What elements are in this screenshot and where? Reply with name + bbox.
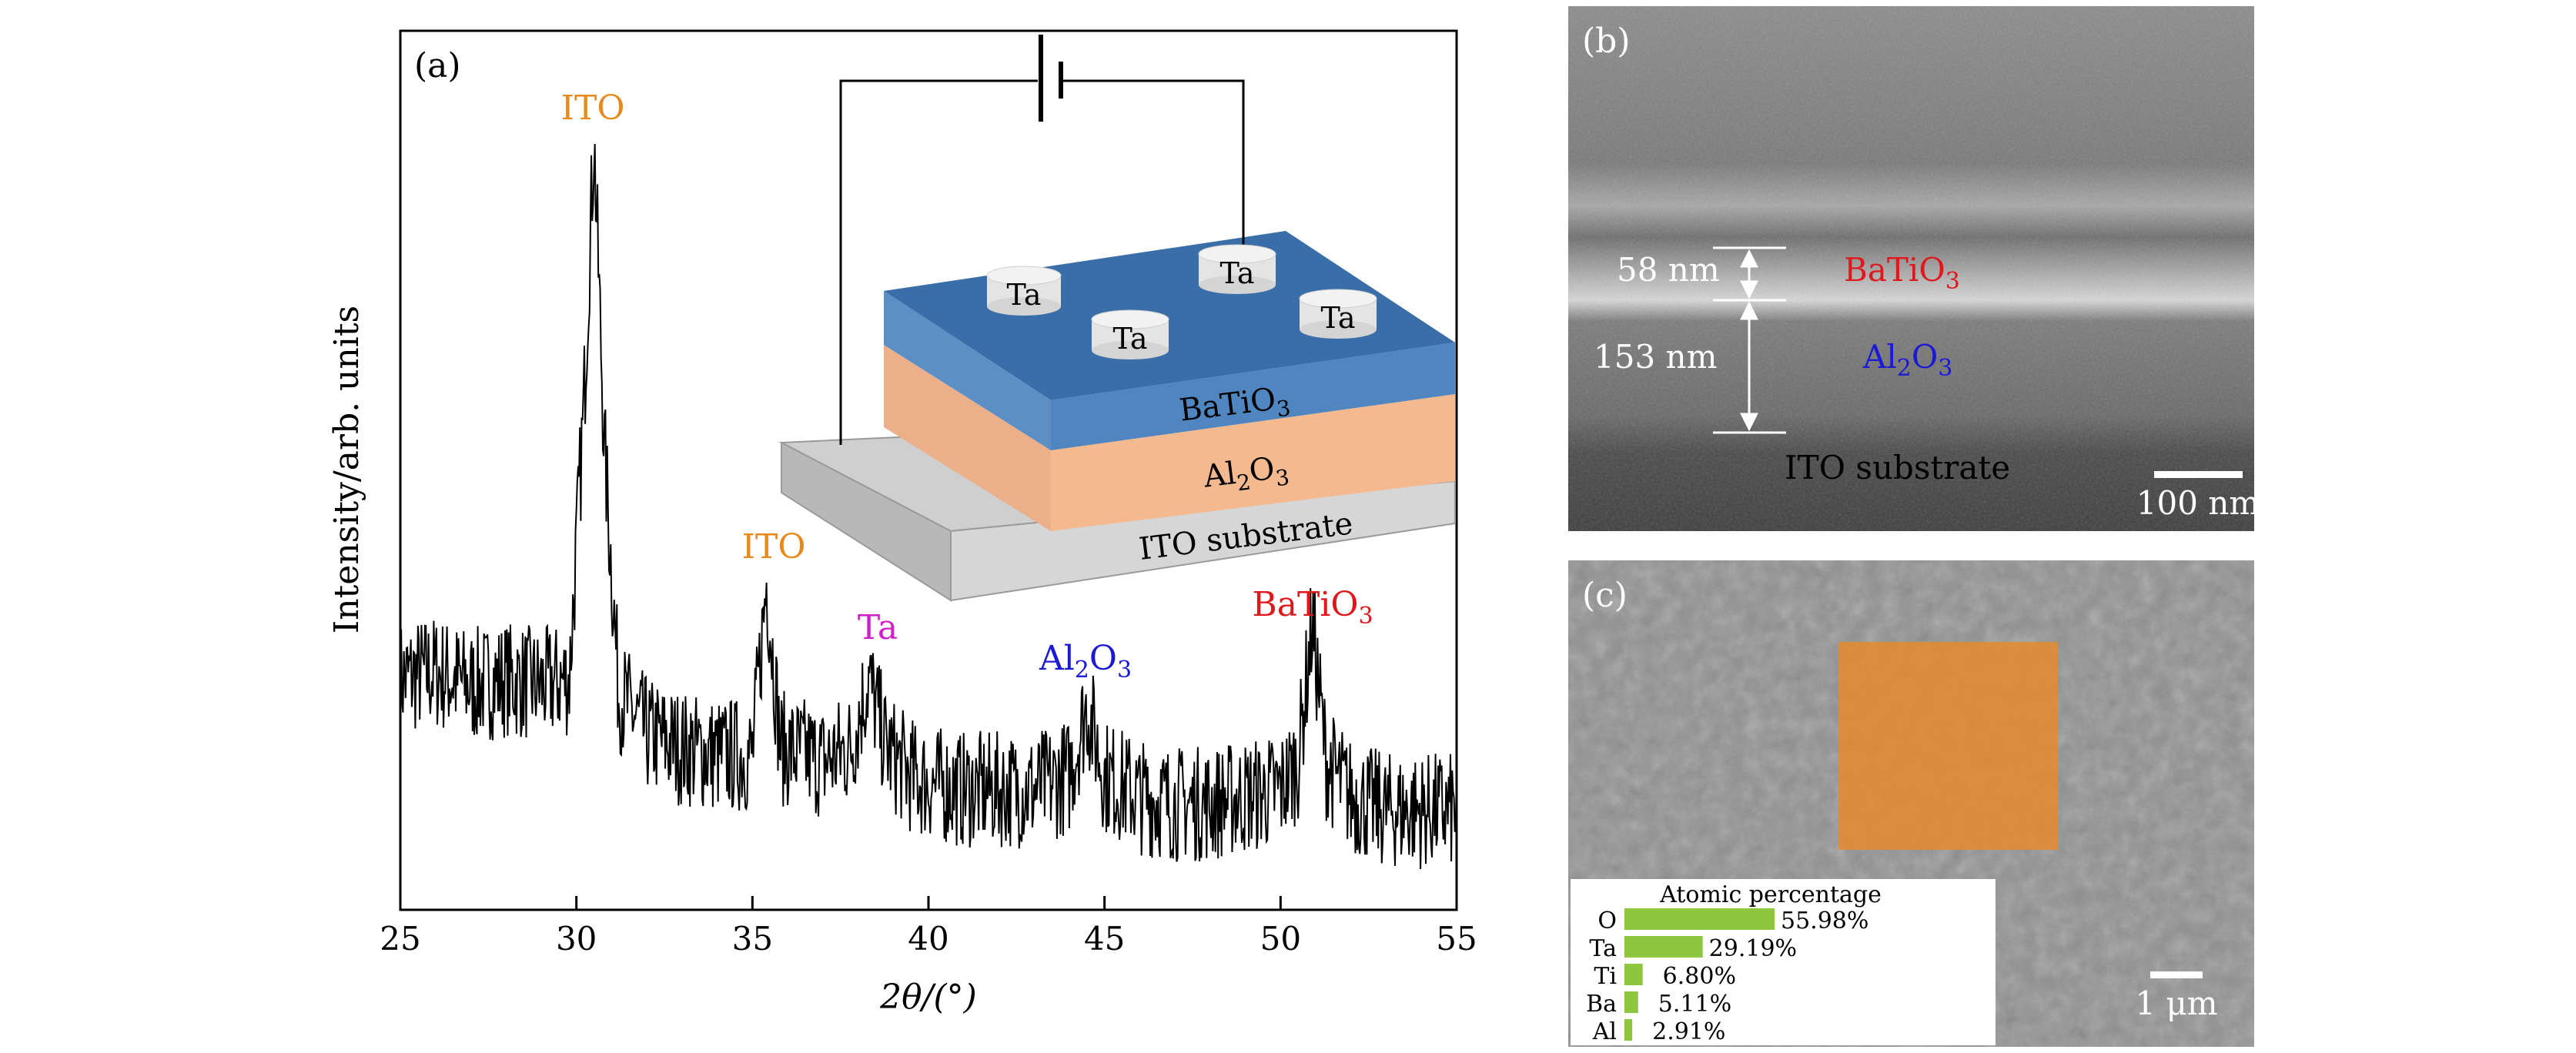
al2o3-layer-front	[1051, 394, 1455, 531]
panel-label-c: (c)	[1582, 576, 1628, 615]
atomic-percentage-title: Atomic percentage	[1659, 881, 1882, 908]
x-axis-ticks: 25 30 35 40 45 50 55	[380, 896, 1477, 958]
y-axis-label: Intensity/arb. units	[327, 306, 366, 633]
atomic-row-o: O 55.98%	[1597, 908, 1868, 934]
al2o3-layer-side	[884, 345, 1051, 531]
element-percentage: 5.11%	[1658, 991, 1731, 1018]
thickness-label-58: 58 nm	[1617, 251, 1720, 289]
element-name: O	[1597, 908, 1617, 934]
x-tick-label: 45	[1084, 920, 1125, 958]
element-percentage: 2.91%	[1652, 1018, 1725, 1045]
element-percentage: 29.19%	[1709, 935, 1797, 962]
inset-label-al2o3: Al2O3	[1201, 450, 1291, 500]
atomic-percentage-rows: O 55.98% Ta 29.19% Ti 6.80% Ba 5.11% Al 2.91%	[1586, 908, 1868, 1045]
peak-label-ta: Ta	[858, 608, 898, 647]
layer-label-al2o3: Al2O3	[1862, 338, 1952, 382]
element-bar	[1624, 964, 1643, 985]
x-tick-label: 55	[1436, 920, 1477, 958]
peak-label-ito-2: ITO	[742, 527, 806, 567]
thickness-label-153: 153 nm	[1594, 338, 1717, 376]
panel-label-a: (a)	[414, 46, 461, 85]
ta-electrode-3: Ta	[1091, 309, 1169, 359]
element-bar	[1624, 936, 1703, 958]
device-schematic-inset: Ta Ta Ta Ta BaTiO3 Al2O3	[778, 35, 1456, 602]
x-tick-label: 25	[380, 920, 420, 958]
atomic-row-ti: Ti 6.80%	[1594, 963, 1736, 990]
svg-text:Ta: Ta	[1219, 256, 1254, 290]
svg-text:Ta: Ta	[1006, 278, 1041, 312]
ta-electrode-1: Ta	[986, 266, 1062, 316]
panel-label-b: (b)	[1582, 22, 1631, 61]
element-bar	[1624, 991, 1638, 1013]
element-name: Ba	[1586, 991, 1617, 1018]
batio3-layer-front	[1051, 343, 1455, 450]
element-name: Ta	[1589, 935, 1617, 962]
x-axis-label: 2θ/(°)	[879, 978, 977, 1017]
peak-label-batio3: BaTiO3	[1252, 585, 1373, 630]
scale-bar-label-b: 100 nm	[2136, 484, 2260, 522]
atomic-row-al: Al 2.91%	[1592, 1018, 1726, 1045]
scale-bar-c	[2150, 971, 2203, 978]
x-tick-label: 40	[908, 920, 948, 958]
element-percentage: 55.98%	[1781, 908, 1868, 934]
panel-c-sem-eds: (c) Atomic percentage O 55.98% Ta 29.19% Ti 6…	[1568, 560, 2254, 1047]
peak-label-al2o3: Al2O3	[1039, 639, 1132, 684]
svg-text:Ta: Ta	[1320, 301, 1355, 335]
atomic-percentage-table	[1571, 879, 1996, 1045]
element-bar	[1624, 908, 1775, 930]
panel-b-sem-cross-section: (b) 58 nm 153 nm BaTiO3 Al2O3 ITO substr…	[1568, 6, 2260, 531]
element-percentage: 6.80%	[1663, 963, 1736, 990]
svg-text:Ta: Ta	[1112, 322, 1147, 356]
ta-electrode-2: Ta	[1198, 244, 1276, 294]
ta-electrode-4: Ta	[1299, 289, 1377, 339]
layer-label-ito-substrate: ITO substrate	[1785, 449, 2010, 486]
batio3-layer-side	[884, 291, 1051, 450]
element-name: Al	[1592, 1018, 1617, 1045]
peak-labels: ITO ITO Ta Al2O3 BaTiO3	[561, 89, 1373, 684]
ito-substrate-side	[781, 441, 952, 602]
scale-bar-b	[2154, 471, 2243, 478]
peak-label-ito-1: ITO	[561, 89, 625, 128]
x-tick-label: 50	[1260, 920, 1301, 958]
layer-label-batio3: BaTiO3	[1844, 251, 1960, 295]
x-tick-label: 35	[732, 920, 773, 958]
atomic-row-ba: Ba 5.11%	[1586, 991, 1731, 1018]
eds-mapping-region	[1838, 642, 2058, 850]
x-tick-label: 30	[556, 920, 597, 958]
atomic-row-ta: Ta 29.19%	[1589, 935, 1797, 962]
xrd-pattern-line	[400, 143, 1457, 870]
wire-right	[1061, 79, 1245, 246]
element-name: Ti	[1594, 963, 1617, 990]
panel-a-xrd: (a) 25 30 35 40 45 50 55 2θ/(°) Intensity/arb.…	[327, 29, 1477, 1017]
wire-left	[839, 79, 1038, 445]
element-bar	[1624, 1019, 1633, 1041]
scale-bar-label-c: 1 μm	[2135, 984, 2217, 1022]
